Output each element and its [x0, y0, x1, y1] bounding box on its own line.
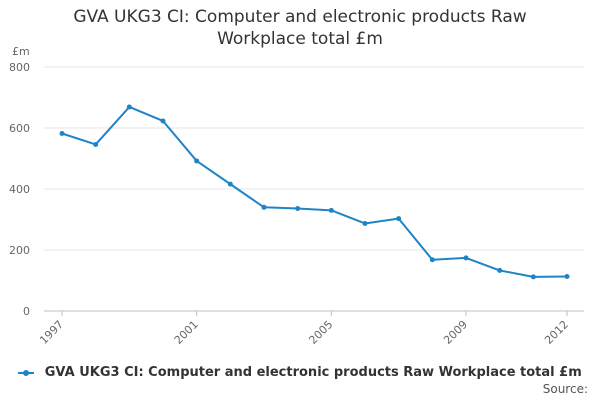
series-layer: [59, 104, 570, 280]
x-tick-label-2005: 2005: [306, 318, 335, 347]
source-label: Source:: [542, 382, 588, 396]
data-point-2001[interactable]: [194, 158, 200, 164]
y-tick-label-0: 0: [23, 305, 30, 318]
legend-swatch: [18, 368, 35, 378]
gridlines: [44, 66, 584, 312]
x-tick-label-2009: 2009: [441, 318, 470, 347]
data-point-1998[interactable]: [93, 141, 99, 147]
y-tick-label-600: 600: [9, 122, 30, 135]
x-axis-ticks: 1997 2001 2005 2009 2012: [37, 311, 571, 347]
data-point-2008[interactable]: [429, 257, 435, 263]
data-point-2009[interactable]: [463, 255, 469, 261]
data-point-2006[interactable]: [362, 220, 368, 226]
data-point-1999[interactable]: [126, 104, 132, 110]
data-point-2004[interactable]: [295, 206, 301, 212]
x-tick-label-2001: 2001: [172, 318, 201, 347]
data-point-2011[interactable]: [530, 274, 536, 280]
data-point-2003[interactable]: [261, 204, 267, 210]
x-tick-label-2012: 2012: [542, 318, 571, 347]
y-axis-ticks: 0 200 400 600 800: [9, 61, 30, 318]
data-point-2000[interactable]: [160, 118, 166, 124]
y-tick-label-200: 200: [9, 244, 30, 257]
chart-title: GVA UKG3 CI: Computer and electronic pro…: [0, 6, 600, 50]
data-point-2007[interactable]: [396, 216, 402, 222]
legend[interactable]: GVA UKG3 CI: Computer and electronic pro…: [0, 365, 600, 380]
y-axis-unit-label: £m: [12, 45, 30, 58]
data-point-1997[interactable]: [59, 130, 65, 136]
legend-item-label: GVA UKG3 CI: Computer and electronic pro…: [44, 365, 582, 380]
x-tick-label-1997: 1997: [37, 318, 66, 347]
data-point-2002[interactable]: [227, 181, 233, 187]
data-point-2012[interactable]: [564, 274, 570, 280]
chart-title-line-2: Workplace total £m: [217, 29, 383, 49]
series-line-0: [61, 105, 568, 278]
chart-title-line-1: GVA UKG3 CI: Computer and electronic pro…: [73, 7, 527, 27]
y-tick-label-400: 400: [9, 183, 30, 196]
data-point-2010[interactable]: [497, 267, 503, 273]
data-point-2005[interactable]: [328, 207, 334, 213]
y-tick-label-800: 800: [9, 61, 30, 74]
